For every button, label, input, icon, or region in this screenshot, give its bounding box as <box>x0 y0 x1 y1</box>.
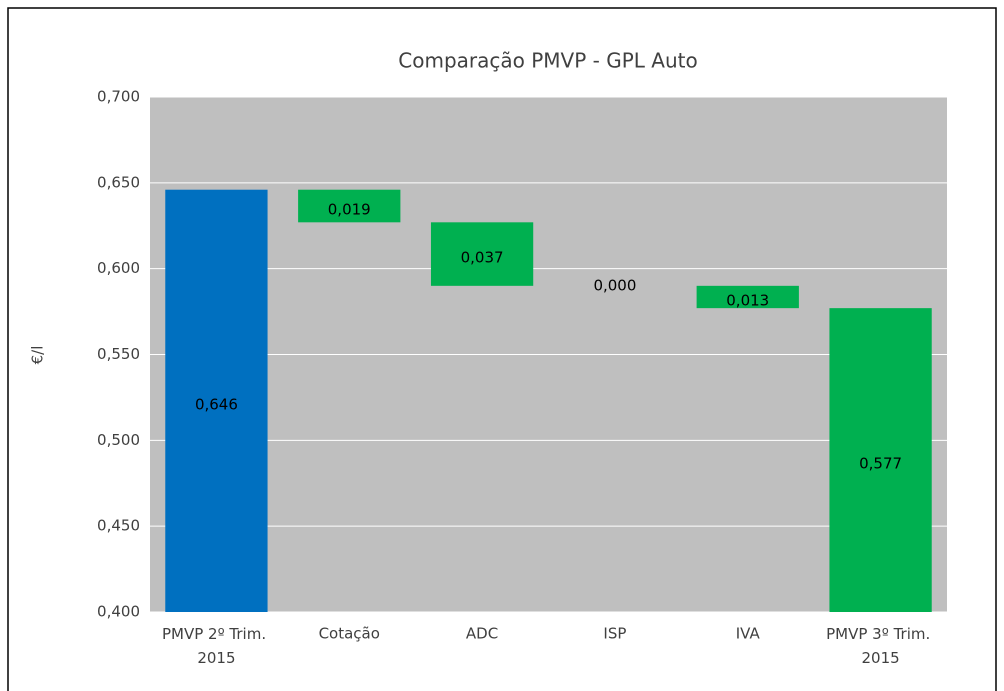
x-tick-line: PMVP 3º Trim. <box>826 625 935 643</box>
x-tick-label: PMVP 3º Trim. 2015 <box>826 625 935 667</box>
x-tick-label: Cotação <box>319 625 380 643</box>
y-tick-label: 0,700 <box>97 88 140 106</box>
y-tick-label: 0,600 <box>97 259 140 277</box>
data-label: 0,019 <box>328 201 371 219</box>
chart-title: Comparação PMVP - GPL Auto <box>398 49 697 73</box>
data-label: 0,000 <box>593 276 636 294</box>
x-tick-line: 2015 <box>861 649 899 667</box>
y-tick-label: 0,500 <box>97 431 140 449</box>
x-tick-line: PMVP 2º Trim. <box>162 625 271 643</box>
y-axis-label: €/l <box>29 346 47 365</box>
bar <box>165 189 268 612</box>
x-tick-label: ADC <box>466 625 498 643</box>
data-label: 0,646 <box>195 395 238 413</box>
bar <box>696 285 799 309</box>
data-label: 0,013 <box>726 291 769 309</box>
y-tick-label: 0,550 <box>97 345 140 363</box>
y-tick-label: 0,450 <box>97 517 140 535</box>
x-tick-label: IVA <box>736 625 761 643</box>
y-tick-label: 0,650 <box>97 173 140 191</box>
bar <box>829 308 932 612</box>
data-label: 0,037 <box>461 249 504 267</box>
bar <box>430 222 534 286</box>
bar <box>298 189 401 223</box>
x-tick-line: 2015 <box>197 649 235 667</box>
x-tick-label: ISP <box>603 625 626 643</box>
x-tick-label: PMVP 2º Trim. 2015 <box>162 625 271 667</box>
data-label: 0,577 <box>859 455 902 473</box>
y-tick-label: 0,400 <box>97 603 140 621</box>
